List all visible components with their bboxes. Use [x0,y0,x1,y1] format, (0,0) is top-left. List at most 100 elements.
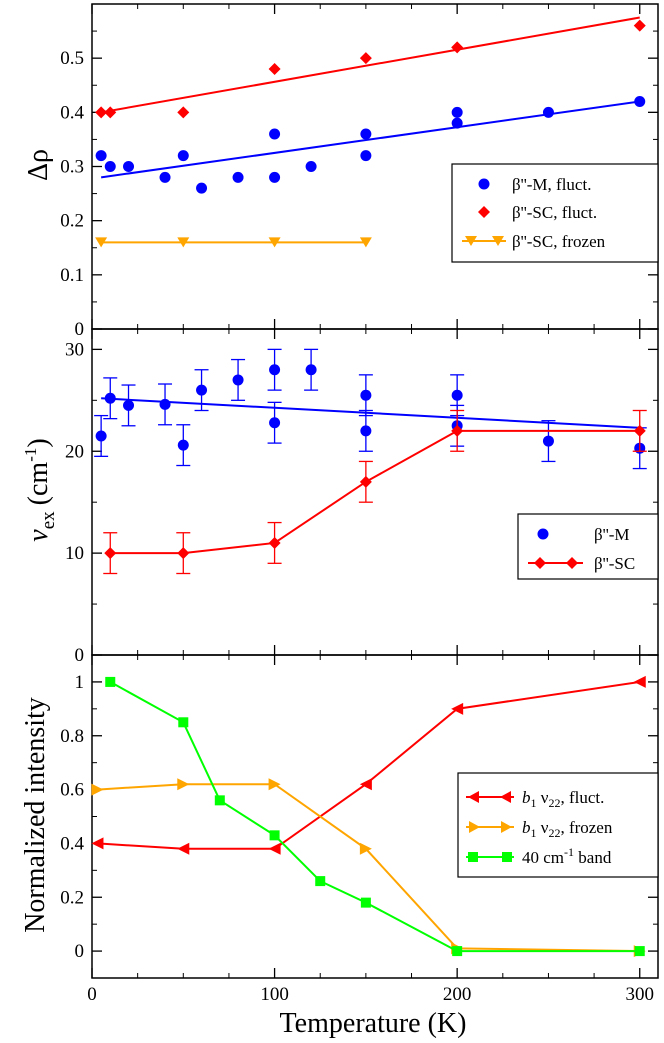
data-point-bot-series-2 [315,876,326,887]
data-point-top-series-0 [232,171,244,183]
ylabel-nu-main: ν [23,529,54,542]
data-point-top-series-0 [269,171,281,183]
panel-nu-ex: 0 10 20 30 [65,328,659,666]
data-point-top-series-0 [177,150,189,162]
legend-frozen-sub1: 1 [531,826,537,840]
data-point-mid-series-0 [269,417,281,429]
legend-bottom-marker-frozen-1 [469,821,480,833]
panel-normalized-intensity: 0 0.2 0.4 0.6 0.8 1 0 100 200 300 [60,654,659,1005]
data-point-mid-series-0 [542,435,554,447]
data-point-top-series-0 [542,106,554,118]
data-point-mid-series-1 [104,547,117,560]
ylabel-nu-sup: -1 [21,448,40,462]
data-point-mid-series-1 [359,475,372,488]
data-point-top-series-0 [451,117,463,129]
data-point-bot-series-0 [177,842,190,855]
legend-middle-box [517,513,659,580]
data-point-top-series-2 [359,237,372,248]
legend-top-label-bm: β''-M, fluct. [512,175,591,194]
data-point-bot-series-2 [214,795,225,806]
legend-top-label-bsc: β''-SC, fluct. [512,203,597,222]
data-point-bot-series-1 [268,778,281,791]
data-point-top-series-2 [95,237,108,248]
ytick-label-mid: 20 [65,441,84,462]
legend-fluct-sub1: 1 [531,796,537,810]
data-point-bot-series-2 [178,717,189,728]
data-point-bot-series-1 [91,783,104,796]
data-point-mid-series-1 [633,424,646,437]
data-point-top-series-1 [451,41,464,54]
data-point-top-series-1 [95,106,108,119]
data-point-top-series-1 [104,106,117,119]
legend-top: β''-M, fluct. β''-SC, fluct. β''-SC, fro… [451,163,659,263]
ytick-label-bot: 0.4 [60,833,84,854]
legend-fluct-b: b [522,788,531,807]
data-point-bot-series-2 [634,946,645,957]
series-line-mid-series-1 [110,429,640,555]
xtick-label: 200 [443,984,472,1005]
legend-middle-label-bsc: β''-SC [594,554,635,573]
legend-band-main: 40 cm [522,848,564,867]
ylabel-nu-close: ) [23,438,54,447]
legend-middle-marker-bsc-1 [534,557,546,569]
ytick-label-bot: 0 [75,941,85,962]
legend-band-sup: -1 [564,845,574,859]
legend-bottom-box [457,772,659,878]
plot-frame-mid [91,328,659,656]
data-point-bot-series-1 [359,842,372,855]
legend-top-marker-frozen-2 [492,236,504,246]
legend-fluct-sub2: 22 [548,796,560,810]
data-point-top-series-1 [177,106,190,119]
data-point-bot-series-1 [177,778,190,791]
data-point-mid-series-1 [177,547,190,560]
series-line-bot-series-2 [109,681,640,953]
legend-top-label-frozen: β''-SC, frozen [512,232,606,251]
data-point-bot-series-0 [451,702,464,715]
data-point-bot-series-0 [268,842,281,855]
data-point-mid-series-1 [268,536,281,549]
data-point-top-series-0 [360,150,372,162]
legend-bottom-marker-band-1 [468,852,478,862]
ytick-label-top: 0 [75,319,85,340]
ytick-label-top: 0.2 [60,211,84,232]
ytick-label-top: 0.3 [60,157,84,178]
data-point-top-series-0 [104,161,116,172]
data-point-mid-series-1 [451,424,464,437]
data-point-top-series-0 [269,128,281,140]
ylabel-delta-rho: Δρ [23,149,54,181]
legend-top-marker-bm [478,178,490,190]
ytick-label-mid: 0 [75,645,85,666]
data-point-mid-series-0 [123,399,135,411]
data-point-bot-series-0 [359,778,372,791]
data-point-bot-series-2 [452,946,463,957]
ylabel-nu-unit: (cm [23,462,54,506]
fit-line-mid-series-0 [101,397,640,429]
data-point-mid-series-0 [360,425,372,437]
legend-fluct-tail: , fluct. [560,788,604,807]
ytick-label-bot: 0.6 [60,780,84,801]
data-point-mid-series-0 [95,430,107,442]
ytick-label-mid: 30 [65,339,84,360]
data-point-mid-series-0 [269,364,281,376]
ytick-label-top: 0.5 [60,48,84,69]
xtick-label: 100 [260,984,289,1005]
ylabel-normalized-intensity: Normalized intensity [20,697,51,933]
legend-bottom-marker-frozen-2 [501,821,512,833]
legend-frozen-tail: , frozen [560,818,612,837]
data-point-top-series-1 [268,63,281,75]
data-point-top-series-0 [360,128,372,140]
data-point-bot-series-2 [269,830,280,841]
data-point-top-series-0 [196,182,208,194]
xtick-label: 0 [87,984,97,1005]
legend-frozen-b: b [522,818,531,837]
panel-delta-rho: 0 0.1 0.2 0.3 0.4 0.5 [60,3,659,340]
xtick-label: 300 [625,984,654,1005]
legend-top-marker-bsc [478,206,490,218]
legend-middle: β''-M β''-SC [517,513,659,580]
legend-bottom-label-fluct: b1 ν22, fluct. [522,788,604,810]
ylabel-nu-sub: ex [38,511,59,529]
data-point-top-series-0 [95,150,107,162]
legend-top-marker-frozen-1 [465,236,477,246]
legend-band-tail: band [574,848,612,867]
legend-middle-marker-bm [537,528,549,540]
